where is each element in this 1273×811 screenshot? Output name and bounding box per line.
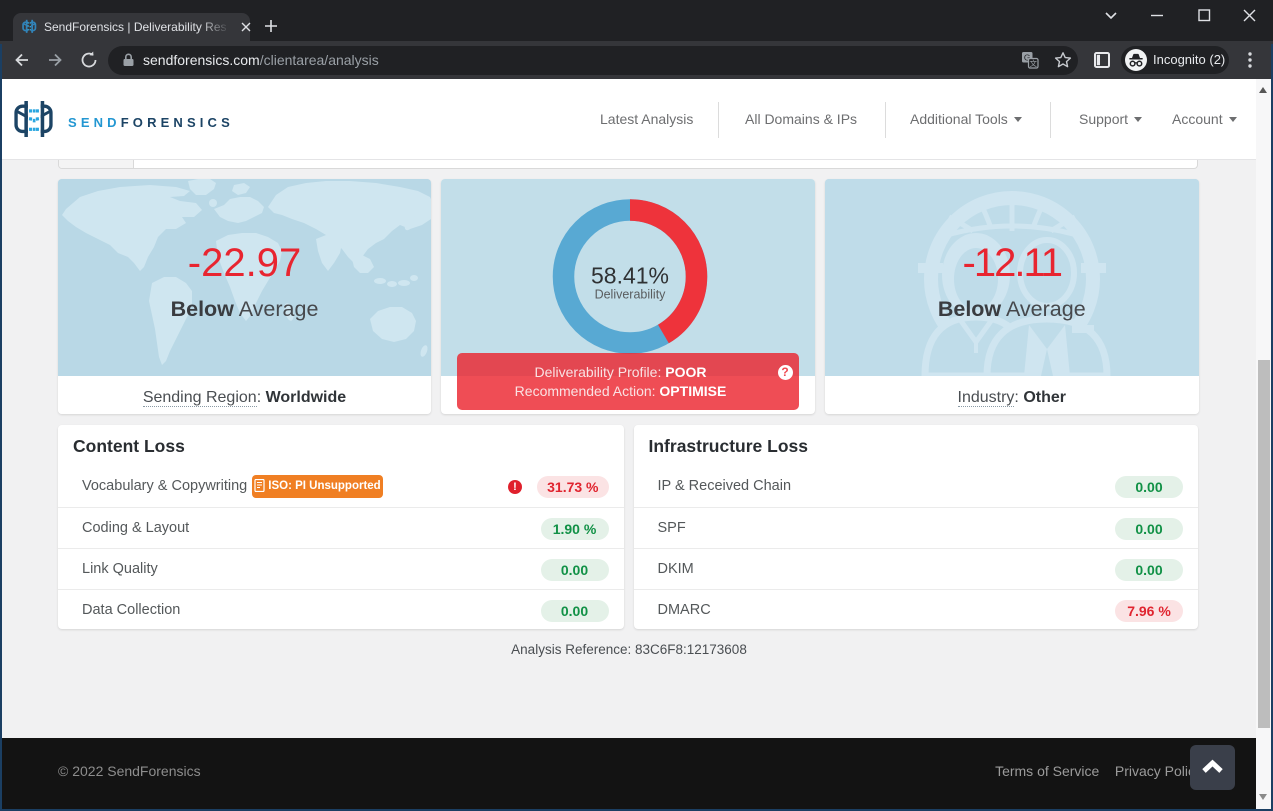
svg-text:Deliverability: Deliverability [594, 288, 666, 302]
svg-text:文: 文 [1030, 58, 1038, 68]
svg-text:G: G [1024, 52, 1031, 62]
svg-text:58.41%: 58.41% [590, 263, 668, 289]
